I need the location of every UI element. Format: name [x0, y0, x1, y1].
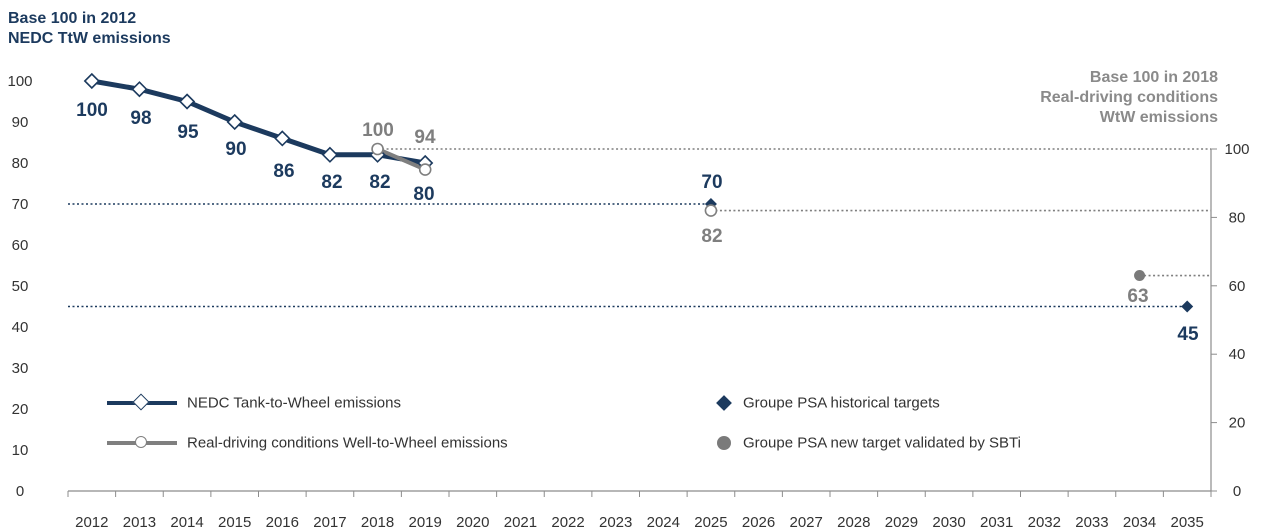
data-label-10: 70: [701, 172, 722, 193]
legend-sbti: Groupe PSA new target validated by SBTi: [717, 434, 1021, 452]
left-axis-title-line-2: NEDC TtW emissions: [8, 30, 171, 47]
data-label-5: 82: [321, 172, 342, 193]
x-tick-label-2026: 2026: [742, 514, 775, 531]
x-tick-label-2016: 2016: [266, 514, 299, 531]
data-label-12: 63: [1127, 286, 1148, 307]
series-1-point-2018: [371, 142, 384, 156]
y-right-tick-label-100: 100: [1224, 141, 1249, 158]
x-tick-label-2035: 2035: [1171, 514, 1204, 531]
x-tick-label-2025: 2025: [694, 514, 727, 531]
series-4-point-2025: [704, 204, 718, 217]
y-left-tick-label-10: 10: [12, 442, 29, 459]
y-left-tick-label-40: 40: [12, 319, 29, 336]
y-right-tick-label-20: 20: [1229, 415, 1246, 432]
x-tick-label-2014: 2014: [170, 514, 203, 531]
y-right-tick-label-60: 60: [1229, 278, 1246, 295]
x-tick-label-2020: 2020: [456, 514, 489, 531]
data-label-6: 82: [369, 172, 390, 193]
y-right-tick-label-0: 0: [1233, 483, 1241, 500]
y-right-tick-label-80: 80: [1229, 209, 1246, 226]
data-label-9: 94: [414, 127, 436, 148]
y-right-tick-label-40: 40: [1229, 346, 1246, 363]
data-label-2: 95: [177, 122, 199, 143]
x-tick-label-2018: 2018: [361, 514, 394, 531]
legend-rdc: Real-driving conditions Well-to-Wheel em…: [107, 434, 508, 452]
y-left-tick-label-30: 30: [12, 360, 29, 377]
x-tick-label-2013: 2013: [123, 514, 156, 531]
x-tick-label-2017: 2017: [313, 514, 346, 531]
right-axis-title-line-3: WtW emissions: [1099, 109, 1218, 126]
series-0-point-2015: [226, 113, 243, 131]
series-1-point-2019: [418, 163, 432, 176]
data-label-4: 86: [273, 161, 294, 182]
legend-nedc: NEDC Tank-to-Wheel emissions: [107, 393, 401, 412]
x-tick-label-2015: 2015: [218, 514, 251, 531]
right-axis-title: Base 100 in 2018 Real-driving conditions…: [1040, 68, 1218, 128]
circle-filled-icon: [717, 436, 731, 451]
series-line-1: [376, 147, 426, 172]
y-left-tick-label-50: 50: [12, 278, 29, 295]
x-tick-label-2027: 2027: [790, 514, 823, 531]
x-tick-label-2030: 2030: [932, 514, 965, 531]
data-label-11: 82: [701, 226, 722, 247]
x-tick-label-2019: 2019: [409, 514, 442, 531]
diamond-filled-icon: [716, 395, 732, 411]
legend-historical: Groupe PSA historical targets: [716, 394, 940, 412]
legend-nedc-symbol: [107, 393, 177, 411]
series-0-point-2012: [83, 72, 100, 90]
y-left-tick-label-20: 20: [12, 401, 29, 418]
diamond-open-icon: [132, 393, 150, 411]
x-tick-label-2033: 2033: [1075, 514, 1108, 531]
right-axis-title-line-2: Real-driving conditions: [1040, 89, 1218, 106]
series-0-point-2013: [131, 81, 148, 98]
series-0-point-2014: [178, 93, 196, 110]
x-tick-label-2023: 2023: [599, 514, 632, 531]
circle-open-icon: [135, 436, 147, 449]
right-axis-title-line-1: Base 100 in 2018: [1089, 69, 1218, 86]
series-0-point-2017: [321, 146, 339, 163]
legend-sbti-label: Groupe PSA new target validated by SBTi: [743, 434, 1021, 452]
data-label-8: 100: [362, 120, 394, 141]
data-label-1: 98: [130, 108, 151, 129]
legend-rdc-label: Real-driving conditions Well-to-Wheel em…: [187, 434, 508, 452]
y-left-tick-label-90: 90: [12, 114, 29, 131]
y-left-tick-label-100: 100: [7, 73, 32, 90]
left-axis-title-line-1: Base 100 in 2012: [8, 10, 137, 27]
series-0-point-2016: [274, 130, 291, 147]
y-left-tick-label-80: 80: [12, 155, 29, 172]
series-2-point-2035: [1181, 300, 1194, 313]
x-tick-label-2012: 2012: [75, 514, 108, 531]
x-tick-label-2021: 2021: [504, 514, 537, 531]
legend-nedc-label: NEDC Tank-to-Wheel emissions: [187, 394, 401, 412]
legend-rdc-symbol: [107, 435, 177, 451]
y-left-tick-label-70: 70: [12, 196, 29, 213]
legend-historical-label: Groupe PSA historical targets: [743, 394, 940, 412]
x-tick-label-2024: 2024: [647, 514, 680, 531]
data-label-7: 80: [413, 184, 434, 205]
x-tick-label-2034: 2034: [1123, 514, 1156, 531]
x-tick-label-2028: 2028: [837, 514, 870, 531]
x-tick-label-2032: 2032: [1028, 514, 1061, 531]
data-label-13: 45: [1177, 324, 1199, 345]
x-tick-label-2031: 2031: [980, 514, 1013, 531]
data-label-3: 90: [225, 139, 246, 160]
series-3-point-2034: [1134, 270, 1146, 282]
y-left-tick-label-60: 60: [12, 237, 29, 254]
x-tick-label-2022: 2022: [551, 514, 584, 531]
left-axis-title: Base 100 in 2012 NEDC TtW emissions: [8, 9, 171, 49]
y-left-tick-label-0: 0: [16, 483, 24, 500]
x-tick-label-2029: 2029: [885, 514, 918, 531]
data-label-0: 100: [76, 100, 108, 121]
